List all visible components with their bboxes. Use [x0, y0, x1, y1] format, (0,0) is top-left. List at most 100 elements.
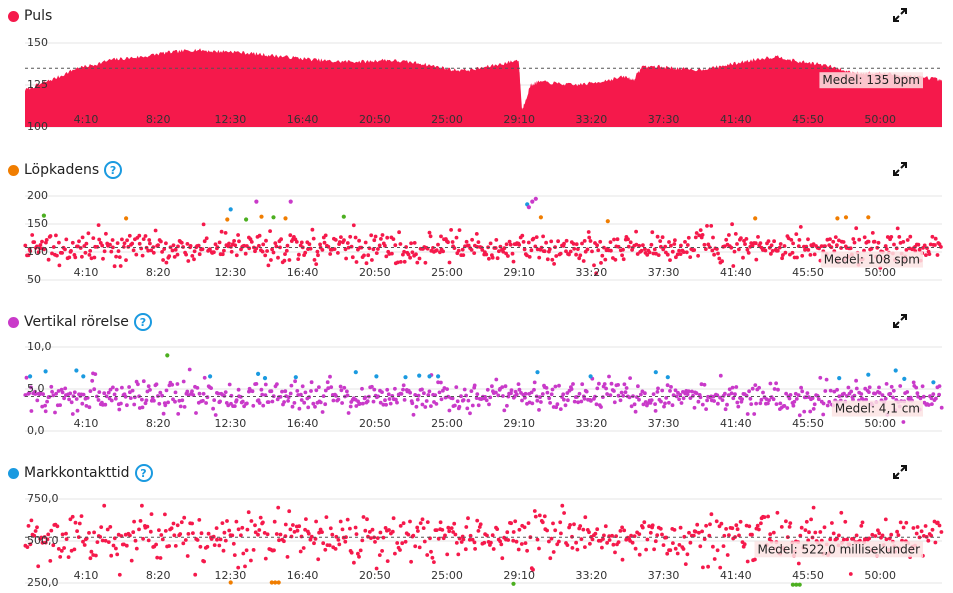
- data-point: [67, 397, 71, 402]
- data-point: [516, 547, 521, 552]
- data-point: [831, 239, 836, 244]
- data-point: [725, 402, 729, 407]
- data-point: [112, 392, 117, 397]
- data-point: [658, 526, 663, 531]
- data-point: [453, 532, 458, 537]
- data-point: [702, 382, 707, 387]
- data-point: [601, 395, 605, 399]
- data-point: [794, 397, 799, 401]
- data-point: [427, 230, 432, 235]
- data-point: [258, 515, 263, 520]
- data-point: [457, 404, 462, 409]
- data-point: [23, 243, 28, 248]
- data-point: [740, 397, 744, 401]
- data-point: [797, 413, 802, 418]
- data-point: [92, 530, 96, 535]
- data-point: [476, 529, 481, 533]
- data-point: [705, 398, 709, 403]
- data-point: [833, 235, 838, 239]
- expand-icon[interactable]: [893, 8, 907, 22]
- data-point: [211, 406, 216, 411]
- data-point: [476, 403, 481, 408]
- data-point: [645, 537, 650, 542]
- data-point: [483, 395, 487, 399]
- data-point: [550, 387, 555, 392]
- data-point: [364, 261, 369, 266]
- data-point: [674, 255, 678, 260]
- data-point: [360, 538, 365, 543]
- data-point: [877, 531, 882, 536]
- data-point: [77, 521, 82, 526]
- data-point: [918, 396, 923, 401]
- data-point: [340, 527, 345, 532]
- data-point: [555, 542, 560, 547]
- data-point: [51, 393, 56, 398]
- data-point: [464, 239, 469, 244]
- data-point: [937, 392, 941, 397]
- data-point: [251, 548, 256, 552]
- data-point: [818, 375, 823, 380]
- data-point: [682, 534, 687, 539]
- data-point: [271, 250, 276, 255]
- data-point: [768, 532, 773, 537]
- data-point: [735, 242, 739, 246]
- expand-icon[interactable]: [893, 465, 907, 479]
- data-point: [434, 528, 439, 532]
- data-point: [537, 408, 541, 412]
- data-point: [152, 398, 156, 403]
- data-point: [474, 396, 479, 400]
- help-icon[interactable]: ?: [133, 313, 152, 331]
- data-point: [700, 402, 705, 407]
- help-icon[interactable]: ?: [134, 464, 153, 482]
- data-point: [436, 242, 440, 247]
- data-point: [390, 529, 395, 534]
- data-point: [278, 532, 283, 537]
- data-point: [49, 384, 54, 389]
- data-point: [42, 247, 47, 252]
- data-point: [83, 250, 88, 255]
- data-point: [201, 391, 206, 396]
- data-point: [517, 387, 522, 392]
- data-point: [70, 240, 75, 245]
- data-point: [222, 530, 227, 535]
- data-point: [794, 232, 799, 236]
- data-point: [451, 530, 455, 534]
- data-point: [264, 238, 268, 243]
- expand-icon[interactable]: [893, 314, 907, 328]
- data-point: [40, 540, 45, 545]
- data-point: [642, 520, 647, 525]
- data-point: [159, 533, 164, 537]
- data-point: [668, 548, 673, 553]
- data-point: [583, 515, 588, 520]
- data-point: [514, 392, 519, 397]
- data-point: [381, 535, 386, 540]
- x-tick-label: 16:40: [287, 113, 319, 126]
- data-point: [97, 390, 102, 394]
- help-icon[interactable]: ?: [104, 161, 123, 179]
- data-point: [800, 389, 805, 394]
- data-point: [337, 240, 342, 244]
- data-point: [371, 247, 376, 252]
- data-point: [253, 530, 258, 535]
- data-point: [236, 565, 241, 570]
- data-point: [637, 397, 641, 402]
- data-point: [289, 383, 294, 388]
- data-point: [576, 247, 580, 251]
- data-point: [159, 239, 163, 244]
- data-point: [531, 236, 536, 241]
- data-point: [127, 233, 132, 238]
- data-point: [545, 390, 550, 395]
- data-point: [463, 547, 468, 552]
- data-point: [40, 239, 44, 244]
- data-point: [729, 391, 734, 396]
- data-point: [399, 392, 404, 396]
- data-point: [456, 248, 461, 253]
- data-point: [502, 246, 507, 251]
- data-point: [683, 562, 688, 566]
- data-point: [191, 393, 196, 397]
- data-point: [193, 572, 198, 577]
- outlier-point: [341, 214, 346, 219]
- expand-icon[interactable]: [893, 162, 907, 176]
- data-point: [204, 401, 209, 405]
